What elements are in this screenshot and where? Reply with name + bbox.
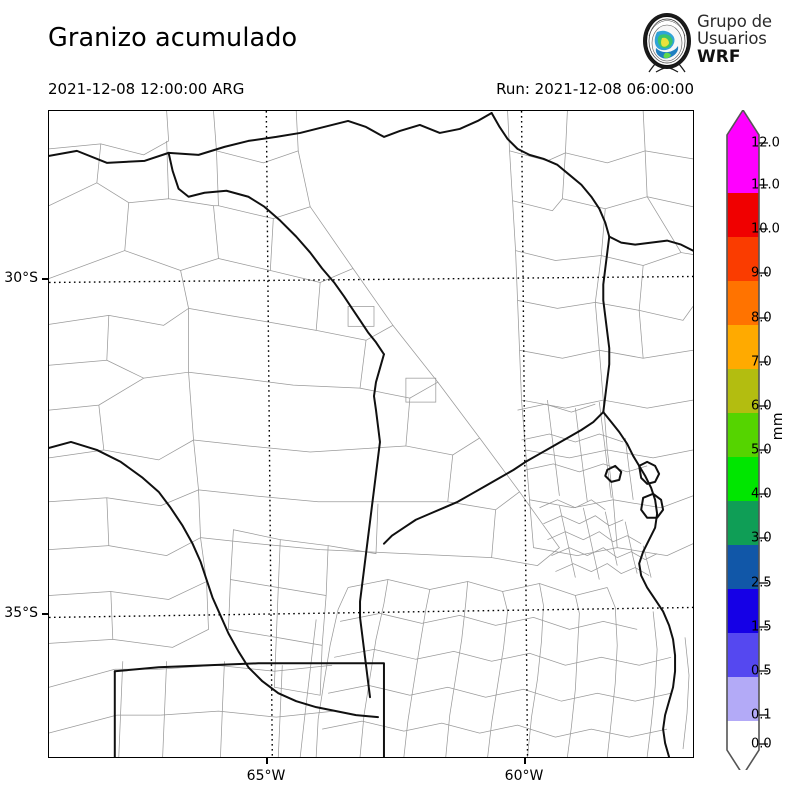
colorbar-unit-label: mm — [770, 412, 786, 441]
colorbar-tick-label-11.0: 11.0 — [751, 177, 780, 193]
colorbar-tick-label-0.5: 0.5 — [751, 663, 772, 679]
colorbar-tick-label-9.0: 9.0 — [751, 265, 772, 281]
valid-time-label: 2021-12-08 12:00:00 ARG — [48, 80, 245, 98]
colorbar-band-3-4 — [727, 501, 759, 545]
axis-tick-x-60W — [524, 758, 526, 764]
map-background — [49, 111, 693, 757]
colorbar-tick-label-2.5: 2.5 — [751, 575, 772, 591]
axis-label-35S: 35°S — [4, 605, 38, 621]
colorbar-tick-label-0.1: 0.1 — [751, 707, 772, 723]
longitude-line-65W — [265, 111, 274, 757]
axis-label-60W: 60°W — [504, 768, 544, 784]
colorbar-band-9-10 — [727, 237, 759, 281]
logo-line-2: Usuarios — [697, 28, 767, 48]
logo-text: Grupo de Usuarios WRF — [697, 12, 793, 74]
axis-label-30S: 30°S — [4, 270, 38, 286]
colorbar-band-11-12 — [727, 135, 759, 193]
wrf-user-group-logo: Grupo de Usuarios WRF — [641, 12, 793, 74]
colorbar-band-10-11 — [727, 193, 759, 237]
colorbar[interactable]: 12.0 11.0 10.0 9.0 8.0 7.0 6.0 5.0 4.0 3… — [711, 110, 780, 770]
colorbar-tick-label-10.0: 10.0 — [751, 221, 780, 237]
colorbar-band-5-6 — [727, 413, 759, 457]
colorbar-canvas — [726, 110, 768, 770]
colorbar-extend-max — [727, 110, 759, 135]
colorbar-tick-label-3.0: 3.0 — [751, 530, 772, 546]
colorbar-ticks — [759, 142, 768, 745]
longitude-line-60W — [520, 111, 529, 757]
colorbar-band-1.5-2.5 — [727, 589, 759, 633]
logo-line-1: Grupo de — [697, 12, 772, 31]
colorbar-band-4-5 — [727, 457, 759, 501]
colorbar-tick-label-6.0: 6.0 — [751, 398, 772, 414]
colorbar-tick-label-5.0: 5.0 — [751, 442, 772, 458]
colorbar-band-7-8 — [727, 325, 759, 369]
page-title: Granizo acumulado — [48, 23, 298, 53]
colorbar-extend-min — [727, 750, 759, 770]
axis-label-65W: 65°W — [246, 768, 286, 784]
colorbar-band-0.1-0.5 — [727, 677, 759, 721]
colorbar-tick-label-7.0: 7.0 — [751, 354, 772, 370]
colorbar-tick-label-4.0: 4.0 — [751, 486, 772, 502]
colorbar-band-0.5-1.5 — [727, 633, 759, 677]
colorbar-tick-label-8.0: 8.0 — [751, 310, 772, 326]
colorbar-band-0-0.1 — [727, 721, 759, 750]
colorbar-band-2.5-3 — [727, 545, 759, 589]
map-canvas — [49, 111, 693, 757]
axis-tick-x-65W — [266, 758, 268, 764]
run-time-label: Run: 2021-12-08 06:00:00 — [496, 80, 694, 98]
colorbar-tick-label-12.0: 12.0 — [751, 135, 780, 151]
colorbar-outline — [726, 110, 760, 770]
axis-tick-y-35S — [42, 613, 48, 615]
logo-line-3: WRF — [697, 47, 741, 67]
colorbar-band-8-9 — [727, 281, 759, 325]
colorbar-band-6-7 — [727, 369, 759, 413]
globe-seal-icon — [641, 12, 693, 74]
colorbar-tick-label-0.0: 0.0 — [751, 736, 772, 752]
provincial-borders-layer — [49, 111, 693, 757]
colorbar-tick-label-1.5: 1.5 — [751, 619, 772, 635]
department-borders-layer — [49, 111, 693, 757]
map-plot-area[interactable] — [48, 110, 694, 758]
axis-tick-y-30S — [42, 278, 48, 280]
graticule-layer — [49, 111, 693, 757]
